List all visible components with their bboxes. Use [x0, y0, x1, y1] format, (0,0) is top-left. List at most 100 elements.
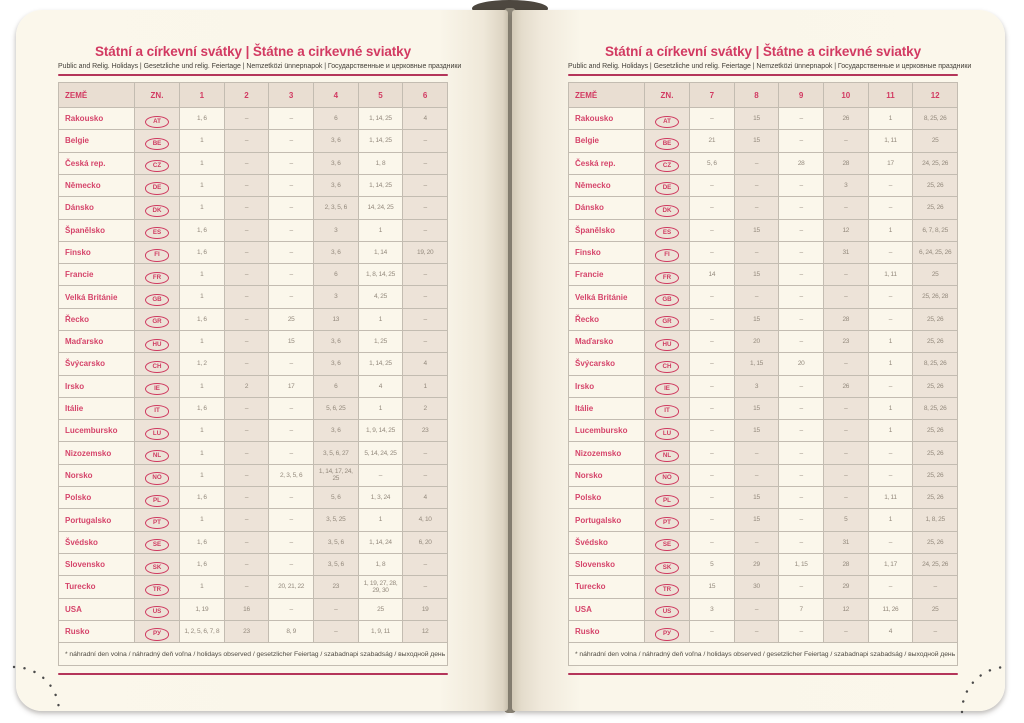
table-row: Rakousko AT –15–26 1 8, 25, 26: [568, 107, 958, 131]
holiday-days-cell: –: [268, 151, 314, 175]
holiday-days-cell: –: [689, 107, 735, 131]
holiday-days-cell: –: [223, 263, 270, 287]
holiday-days-cell: 25, 26: [912, 329, 958, 354]
holiday-days-cell: –: [689, 374, 735, 398]
country-name: Rusko: [568, 619, 645, 644]
holiday-days-cell: 3, 6: [312, 352, 359, 376]
holiday-days-cell: 1, 14: [357, 240, 404, 265]
country-code-badge: IT: [655, 405, 679, 418]
country-code-badge: IT: [145, 405, 169, 418]
holiday-days-cell: 3, 6: [312, 173, 359, 198]
holiday-days-cell: 1: [179, 173, 225, 198]
holiday-days-cell: –: [689, 329, 735, 354]
table-row: Lucembursko LU –15– –1 25, 26: [568, 419, 958, 443]
holiday-days-cell: –: [867, 173, 914, 198]
table-row: USA US 3–7 12 11, 26 25: [568, 597, 958, 621]
country-name: Německo: [568, 173, 645, 198]
holiday-days-cell: 15: [268, 329, 314, 354]
country-name: Rusko: [58, 619, 135, 644]
country-code-badge: BE: [655, 137, 679, 151]
country-name: Maďarsko: [568, 329, 645, 354]
holiday-days-cell: 21: [689, 129, 735, 153]
holiday-days-cell: 20, 21, 22: [268, 575, 314, 599]
holiday-days-cell: –: [402, 441, 448, 465]
holiday-days-cell: –: [268, 173, 314, 198]
holiday-days-cell: –: [689, 419, 735, 443]
table-row: Švýcarsko CH –1, 15 20–1 8, 25, 26: [568, 352, 958, 376]
table-row: Španělsko ES –15–12 1 6, 7, 8, 25: [568, 218, 958, 242]
country-name: Dánsko: [58, 196, 135, 220]
holiday-days-cell: –: [402, 329, 448, 354]
country-code-badge: TR: [655, 583, 679, 596]
holiday-days-cell: 6, 20: [402, 530, 448, 554]
country-code-badge: ES: [655, 227, 679, 240]
holiday-days-cell: –: [733, 240, 780, 265]
country-code-cell: NO: [644, 463, 690, 488]
holiday-days-cell: 1, 6: [179, 240, 225, 265]
country-name: Nizozemsko: [58, 441, 135, 465]
holiday-days-cell: 25: [357, 597, 404, 621]
holiday-days-cell: –: [689, 196, 735, 220]
holiday-days-cell: –: [223, 352, 270, 376]
holiday-days-cell: 15: [733, 218, 780, 242]
holiday-days-cell: –: [223, 419, 270, 443]
holiday-days-cell: 24, 25, 26: [912, 151, 958, 175]
holiday-days-cell: –: [822, 129, 869, 153]
holiday-days-cell: 1, 6: [179, 486, 225, 510]
country-code-cell: HU: [134, 329, 180, 354]
country-name: Velká Británie: [58, 285, 135, 309]
holiday-days-cell: –: [268, 486, 314, 510]
column-header: 12: [912, 82, 958, 109]
country-code-badge: IE: [145, 383, 169, 396]
holiday-days-cell: –: [223, 173, 270, 198]
holiday-days-cell: –: [223, 329, 270, 354]
country-code-badge: TR: [145, 583, 169, 596]
holiday-days-cell: 1, 6: [179, 107, 225, 131]
holiday-days-cell: 1: [179, 263, 225, 287]
holiday-days-cell: 3, 6: [312, 129, 359, 153]
country-name: Švédsko: [58, 530, 135, 554]
table-row: Řecko GR –15–28–25, 26: [568, 307, 958, 331]
holiday-days-cell: 6: [312, 263, 359, 287]
holiday-days-cell: –: [689, 463, 735, 488]
holiday-days-cell: 4: [867, 619, 914, 644]
column-header: 2: [223, 82, 270, 109]
holiday-days-cell: 1: [867, 419, 914, 443]
table-row: Švýcarsko CH 1, 2– –3, 6 1, 14, 25 4: [58, 352, 448, 376]
holiday-days-cell: 3, 6: [312, 329, 359, 354]
holiday-days-cell: 8, 25, 26: [912, 396, 958, 421]
holiday-days-cell: 29: [822, 575, 869, 599]
holiday-days-cell: 1, 2, 5, 6, 7, 8: [179, 619, 225, 644]
country-name: USA: [568, 597, 645, 621]
holiday-days-cell: 1, 14, 24: [357, 530, 404, 554]
holiday-days-cell: 1: [357, 508, 404, 532]
holiday-days-cell: 25, 26, 28: [912, 285, 958, 309]
holiday-days-cell: 1, 19: [179, 597, 225, 621]
holiday-days-cell: –: [867, 196, 914, 220]
holiday-days-cell: –: [778, 419, 824, 443]
holiday-days-cell: –: [867, 441, 914, 465]
country-code-badge: LU: [655, 427, 679, 440]
holiday-days-cell: 8, 25, 26: [912, 107, 958, 131]
holiday-days-cell: 23: [312, 575, 359, 599]
holiday-days-cell: 1: [179, 196, 225, 220]
country-name: Belgie: [568, 129, 645, 153]
holiday-days-cell: 1, 11: [867, 263, 914, 287]
country-code-badge: BE: [145, 137, 169, 151]
country-code-badge: РУ: [655, 628, 679, 641]
holiday-days-cell: 28: [822, 552, 869, 577]
country-name: Maďarsko: [58, 329, 135, 354]
country-code-cell: FR: [644, 263, 690, 287]
holiday-days-cell: 1: [402, 374, 448, 398]
holiday-days-cell: 28: [822, 151, 869, 175]
country-code-badge: CH: [145, 360, 169, 374]
holiday-days-cell: –: [822, 419, 869, 443]
holiday-days-cell: 2, 3, 5, 6: [312, 196, 359, 220]
holiday-days-cell: 17: [268, 374, 314, 398]
column-header: 3: [268, 82, 314, 109]
country-code-cell: NO: [134, 463, 180, 488]
country-code-badge: US: [145, 606, 169, 619]
holiday-days-cell: –: [822, 619, 869, 644]
country-code-badge: SE: [145, 539, 169, 552]
